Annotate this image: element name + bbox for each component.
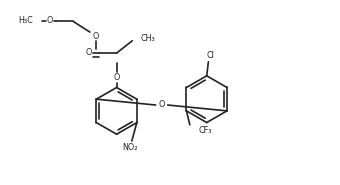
Text: H₃C: H₃C — [18, 16, 33, 25]
Text: O: O — [114, 73, 120, 82]
Text: O: O — [47, 16, 53, 25]
Text: CH₃: CH₃ — [141, 34, 156, 43]
Text: Cl: Cl — [206, 51, 214, 60]
Text: NO₂: NO₂ — [122, 143, 138, 152]
Text: O: O — [158, 100, 165, 109]
Text: CF₃: CF₃ — [198, 126, 211, 135]
Text: O: O — [86, 48, 92, 57]
Text: O: O — [93, 32, 99, 41]
